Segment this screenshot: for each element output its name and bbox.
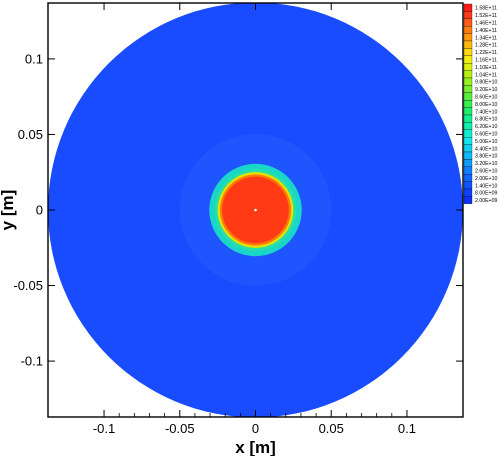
x-tick-label: 0 (252, 421, 259, 436)
y-tick-label: -0.05 (13, 278, 43, 293)
legend-swatch (463, 3, 473, 12)
legend-label: 6.20E+10 (475, 124, 497, 130)
legend-label: 1.28E+11 (475, 43, 497, 49)
legend-label: 3.80E+10 (475, 154, 497, 160)
legend-swatch (463, 107, 473, 116)
x-tick-label: -0.05 (165, 421, 195, 436)
legend-swatch (463, 55, 473, 64)
legend-swatch (463, 33, 473, 42)
legend-swatch (463, 129, 473, 138)
legend-label: 6.80E+10 (475, 117, 497, 123)
legend-label: 1.16E+11 (475, 58, 497, 64)
legend-label: 8.60E+10 (475, 95, 497, 101)
legend-swatch (463, 18, 473, 27)
legend-label: 8.00E+10 (475, 102, 497, 108)
color-legend: 1.58E+111.52E+11 1.46E+111.40E+111.34E+11… (463, 3, 497, 204)
legend-swatch (463, 122, 473, 130)
x-axis-ticks: -0.1 -0.05 0 0.05 0.1 (93, 3, 416, 436)
legend-swatch (463, 70, 473, 79)
legend-label: 1.22E+11 (475, 50, 497, 56)
y-tick-label: 0 (36, 203, 43, 218)
center-marker (254, 208, 257, 212)
y-axis-ticks: 0.1 0.05 0 -0.05 -0.1 (13, 51, 463, 369)
legend-label: 7.40E+10 (475, 109, 497, 115)
legend-label: 5.00E+10 (475, 139, 497, 145)
legend-swatch (463, 40, 473, 49)
legend-swatch (463, 181, 473, 190)
legend-swatch (463, 159, 473, 167)
legend-swatch (463, 11, 473, 19)
legend-label: 1.10E+11 (475, 65, 497, 71)
y-tick-label: -0.1 (21, 354, 43, 369)
x-tick-label: 0.1 (398, 421, 416, 436)
legend-swatch (463, 174, 473, 182)
legend-swatch (463, 114, 473, 123)
legend-swatch (463, 92, 473, 101)
legend-swatch (463, 48, 473, 56)
legend-label: 2.00E+10 (475, 176, 497, 182)
y-tick-label: 0.1 (25, 51, 43, 66)
legend-label: 1.46E+11 (475, 21, 497, 27)
legend-swatch (463, 63, 473, 71)
legend-label: 3.20E+10 (475, 161, 497, 167)
y-tick-label: 0.05 (18, 127, 43, 142)
legend-label: 4.40E+10 (475, 146, 497, 152)
legend-swatch (463, 151, 473, 160)
legend-swatch (463, 77, 473, 86)
legend-swatch (463, 188, 473, 197)
legend-swatch (463, 196, 473, 204)
legend-label: 8.00E+09 (475, 191, 497, 197)
legend-label: 2.60E+10 (475, 169, 497, 175)
legend-label: 2.00E+09 (475, 198, 497, 204)
legend-swatch (463, 85, 473, 93)
legend-swatch (463, 26, 473, 34)
legend-label: 1.34E+11 (475, 35, 497, 41)
legend-label: 9.80E+10 (475, 80, 497, 86)
legend-label: 1.40E+11 (475, 28, 497, 34)
x-axis-title: x [m] (235, 438, 276, 456)
x-tick-label: -0.1 (93, 421, 115, 436)
legend-label: 1.40E+10 (475, 183, 497, 189)
legend-label: 5.60E+10 (475, 132, 497, 138)
legend-swatch (463, 100, 473, 108)
legend-label: 9.20E+10 (475, 87, 497, 93)
legend-swatch (463, 137, 473, 145)
legend-swatch (463, 166, 473, 175)
legend-label: 1.04E+11 (475, 72, 497, 78)
x-tick-label: 0.05 (319, 421, 344, 436)
legend-swatch (463, 144, 473, 153)
y-axis-title: y [m] (0, 190, 17, 231)
legend-label: 1.52E+11 (475, 13, 497, 19)
legend-label: 1.58E+11 (475, 6, 497, 12)
